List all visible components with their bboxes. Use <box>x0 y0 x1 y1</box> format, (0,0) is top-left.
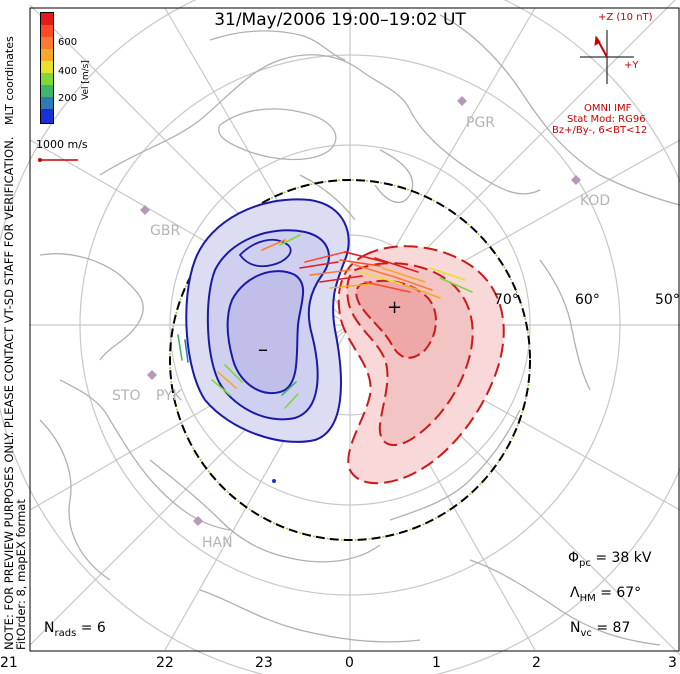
station-label-sto: STO <box>112 388 140 404</box>
imf-z-label: +Z (10 nT) <box>598 12 653 23</box>
imf-source: OMNI IMF <box>584 103 632 114</box>
station-label-pgr: PGR <box>466 115 495 131</box>
latitude-label-60: 60° <box>575 292 600 308</box>
coastlines <box>39 14 680 646</box>
positive-potential-cell: + <box>337 245 505 485</box>
station-marker-kod <box>571 175 581 185</box>
mlt-label-21: 21 <box>0 655 18 671</box>
imf-dial <box>580 30 634 84</box>
colorbar-tick-200: 200 <box>58 93 78 104</box>
hm-boundary-vectors <box>169 179 531 541</box>
mlt-label-22: 22 <box>156 655 174 671</box>
negative-cell-marker: – <box>258 337 268 361</box>
velocity-vectors <box>177 234 473 483</box>
imf-y-label: +Y <box>624 60 639 71</box>
mlt-label-0: 0 <box>345 655 354 671</box>
station-marker-pgr <box>457 96 467 106</box>
colorbar-tick-400: 400 <box>58 66 78 77</box>
map-frame <box>29 7 680 652</box>
station-label-gbr: GBR <box>150 223 180 239</box>
station-label-kod: KOD <box>580 193 610 209</box>
station-label-han: HAN <box>202 535 233 551</box>
vector-count: Nvc = 87 <box>570 620 631 639</box>
velocity-colorbar <box>40 12 54 124</box>
station-marker-gbr <box>140 205 150 215</box>
colorbar-label: Vel [m/s] <box>81 60 91 100</box>
colorbar-tick-600: 600 <box>58 37 78 48</box>
positive-cell-marker: + <box>387 297 402 318</box>
station-label-pyk: PYK <box>156 388 183 404</box>
radar-count: Nrads = 6 <box>44 620 106 639</box>
scale-vector-label: 1000 m/s <box>36 138 88 151</box>
fit-order-note: FitOrder: 8, mapEX format <box>14 499 28 650</box>
mlt-label-3: 3 <box>668 655 677 671</box>
radar-stations <box>140 96 581 526</box>
scale-vector-origin <box>38 158 42 162</box>
map-title: 31/May/2006 19:00–19:02 UT <box>214 10 466 30</box>
latitude-label-70: 70° <box>494 292 519 308</box>
imf-model: Stat Mod: RG96 <box>567 114 646 125</box>
imf-condition: Bz+/By-, 6<BT<12 <box>552 125 648 136</box>
cross-polar-potential: Φpc = 38 kV <box>568 550 652 569</box>
mlt-label-2: 2 <box>532 655 541 671</box>
station-marker-han <box>193 516 203 526</box>
station-marker-sto <box>147 370 157 380</box>
hm-latitude: ΛHM = 67° <box>570 585 642 604</box>
latitude-label-50: 50° <box>655 292 680 308</box>
negative-potential-cell: – <box>185 198 350 443</box>
mlt-label-23: 23 <box>255 655 273 671</box>
mlt-label-1: 1 <box>432 655 441 671</box>
